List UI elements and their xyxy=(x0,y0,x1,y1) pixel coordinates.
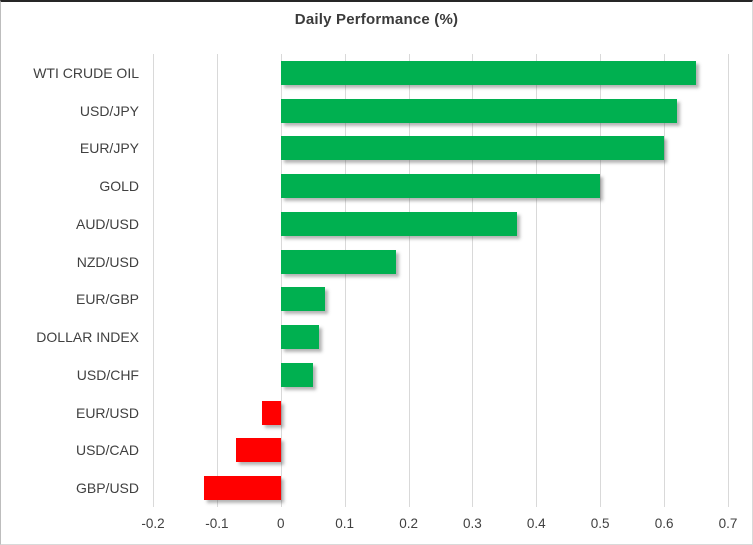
bar-nzd-usd xyxy=(280,249,396,274)
category-label-eur-jpy: EUR/JPY xyxy=(79,140,139,157)
x-tick-label-0.2: 0.2 xyxy=(399,516,418,531)
bar-gold xyxy=(280,174,601,199)
bar-wti-crude-oil xyxy=(280,60,697,85)
bar-aud-usd xyxy=(280,211,518,236)
category-label-dollar-index: DOLLAR INDEX xyxy=(36,329,139,346)
category-label-eur-usd: EUR/USD xyxy=(75,404,139,421)
category-label-aud-usd: AUD/USD xyxy=(75,215,139,232)
bar-eur-jpy xyxy=(280,136,665,161)
bar-usd-jpy xyxy=(280,98,677,123)
x-tick-label--0.2: -0.2 xyxy=(141,516,165,531)
x-tick-label-0.3: 0.3 xyxy=(463,516,482,531)
bar-eur-usd xyxy=(261,400,281,425)
x-tick-label-0.5: 0.5 xyxy=(590,516,610,531)
category-label-wti-crude-oil: WTI CRUDE OIL xyxy=(33,64,139,81)
gridline--0.1 xyxy=(216,54,218,507)
x-tick-label-0.7: 0.7 xyxy=(718,516,738,531)
gridline-0 xyxy=(280,54,282,507)
bar-usd-cad xyxy=(236,438,281,463)
category-label-nzd-usd: NZD/USD xyxy=(76,253,139,270)
bar-usd-chf xyxy=(280,362,313,387)
x-tick-label-0.6: 0.6 xyxy=(654,516,674,531)
gridline-0.4 xyxy=(536,54,538,507)
y-axis-category-labels: WTI CRUDE OIL USD/JPY EUR/JPY GOLD AUD/USD NZ… xyxy=(1,54,139,507)
gridline-0.6 xyxy=(664,54,666,507)
category-label-gbp-usd: GBP/USD xyxy=(75,480,139,497)
chart-title: Daily Performance (%) xyxy=(294,11,459,28)
category-label-eur-gbp: EUR/GBP xyxy=(75,291,139,308)
gridline-0.5 xyxy=(600,54,602,507)
bar-eur-gbp xyxy=(280,287,326,312)
category-label-usd-cad: USD/CAD xyxy=(75,442,139,459)
gridline--0.2 xyxy=(153,54,154,507)
x-axis-tick-labels: -0.2 -0.1 0 0.1 0.2 0.3 0.4 0.5 0.6 0.7 xyxy=(141,513,737,535)
gridline-0.7 xyxy=(728,54,729,507)
bar-gbp-usd xyxy=(204,476,281,501)
category-label-usd-chf: USD/CHF xyxy=(76,366,139,383)
plot-area xyxy=(153,54,729,507)
x-tick-label-0.1: 0.1 xyxy=(335,516,355,531)
x-tick-label--0.1: -0.1 xyxy=(205,516,229,531)
category-label-gold: GOLD xyxy=(99,178,139,195)
gridline-0.3 xyxy=(472,54,474,507)
gridline-0.2 xyxy=(408,54,410,507)
gridline-0.1 xyxy=(344,54,346,507)
category-label-usd-jpy: USD/JPY xyxy=(79,102,139,119)
x-tick-label-0: 0 xyxy=(277,516,285,531)
bar-dollar-index xyxy=(280,325,320,350)
x-tick-label-0.4: 0.4 xyxy=(526,516,546,531)
